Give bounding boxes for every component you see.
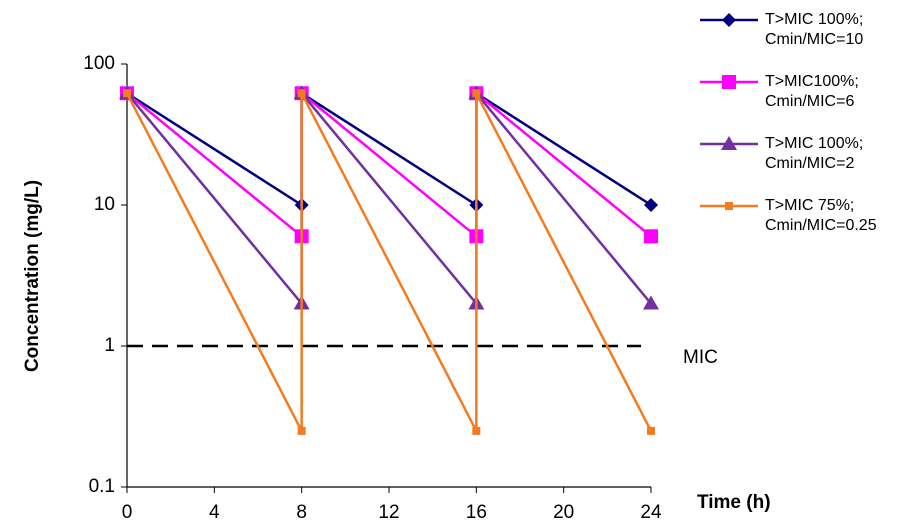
marker	[297, 426, 306, 435]
x-tick-label: 4	[209, 502, 220, 523]
y-tick-label: 100	[83, 53, 115, 74]
marker	[644, 229, 658, 244]
x-tick-label: 24	[640, 502, 662, 523]
marker	[643, 295, 659, 310]
legend-item: T>MIC100%; Cmin/MIC=6	[700, 73, 859, 110]
x-axis-label: Time (h)	[697, 492, 771, 513]
legend-item: T>MIC 100%; Cmin/MIC=2	[700, 135, 863, 172]
legend-marker	[722, 75, 736, 89]
legend-item: T>MIC 75%; Cmin/MIC=0.25	[700, 197, 877, 234]
reference-label: MIC	[683, 347, 718, 368]
y-tick-label: 1	[104, 335, 115, 356]
y-tick-label: 0.1	[89, 476, 115, 497]
legend-label: T>MIC 75%; Cmin/MIC=0.25	[765, 197, 877, 234]
legend-item: T>MIC 100%; Cmin/MIC=10	[700, 11, 863, 48]
x-tick-label: 20	[553, 502, 574, 523]
legend-label: T>MIC 100%; Cmin/MIC=2	[765, 135, 863, 172]
legend-label: T>MIC100%; Cmin/MIC=6	[765, 73, 859, 110]
series-line	[126, 90, 652, 208]
marker	[472, 426, 481, 435]
x-tick-label: 0	[122, 502, 133, 523]
series-line	[126, 89, 652, 308]
marker	[297, 89, 306, 98]
legend-marker	[721, 136, 737, 150]
marker	[472, 89, 481, 98]
legend-label: T>MIC 100%; Cmin/MIC=10	[765, 11, 863, 48]
series-line	[125, 92, 653, 432]
series-line	[126, 90, 652, 239]
y-axis-label: Concentration (mg/L)	[22, 180, 43, 372]
x-tick-label: 12	[378, 502, 399, 523]
y-tick-label: 10	[94, 194, 115, 215]
legend-marker	[725, 202, 733, 210]
legend-marker	[722, 13, 736, 27]
marker	[647, 426, 655, 435]
x-tick-label: 16	[466, 502, 487, 523]
x-tick-label: 8	[296, 502, 307, 523]
marker	[123, 89, 131, 98]
marker	[644, 198, 658, 212]
